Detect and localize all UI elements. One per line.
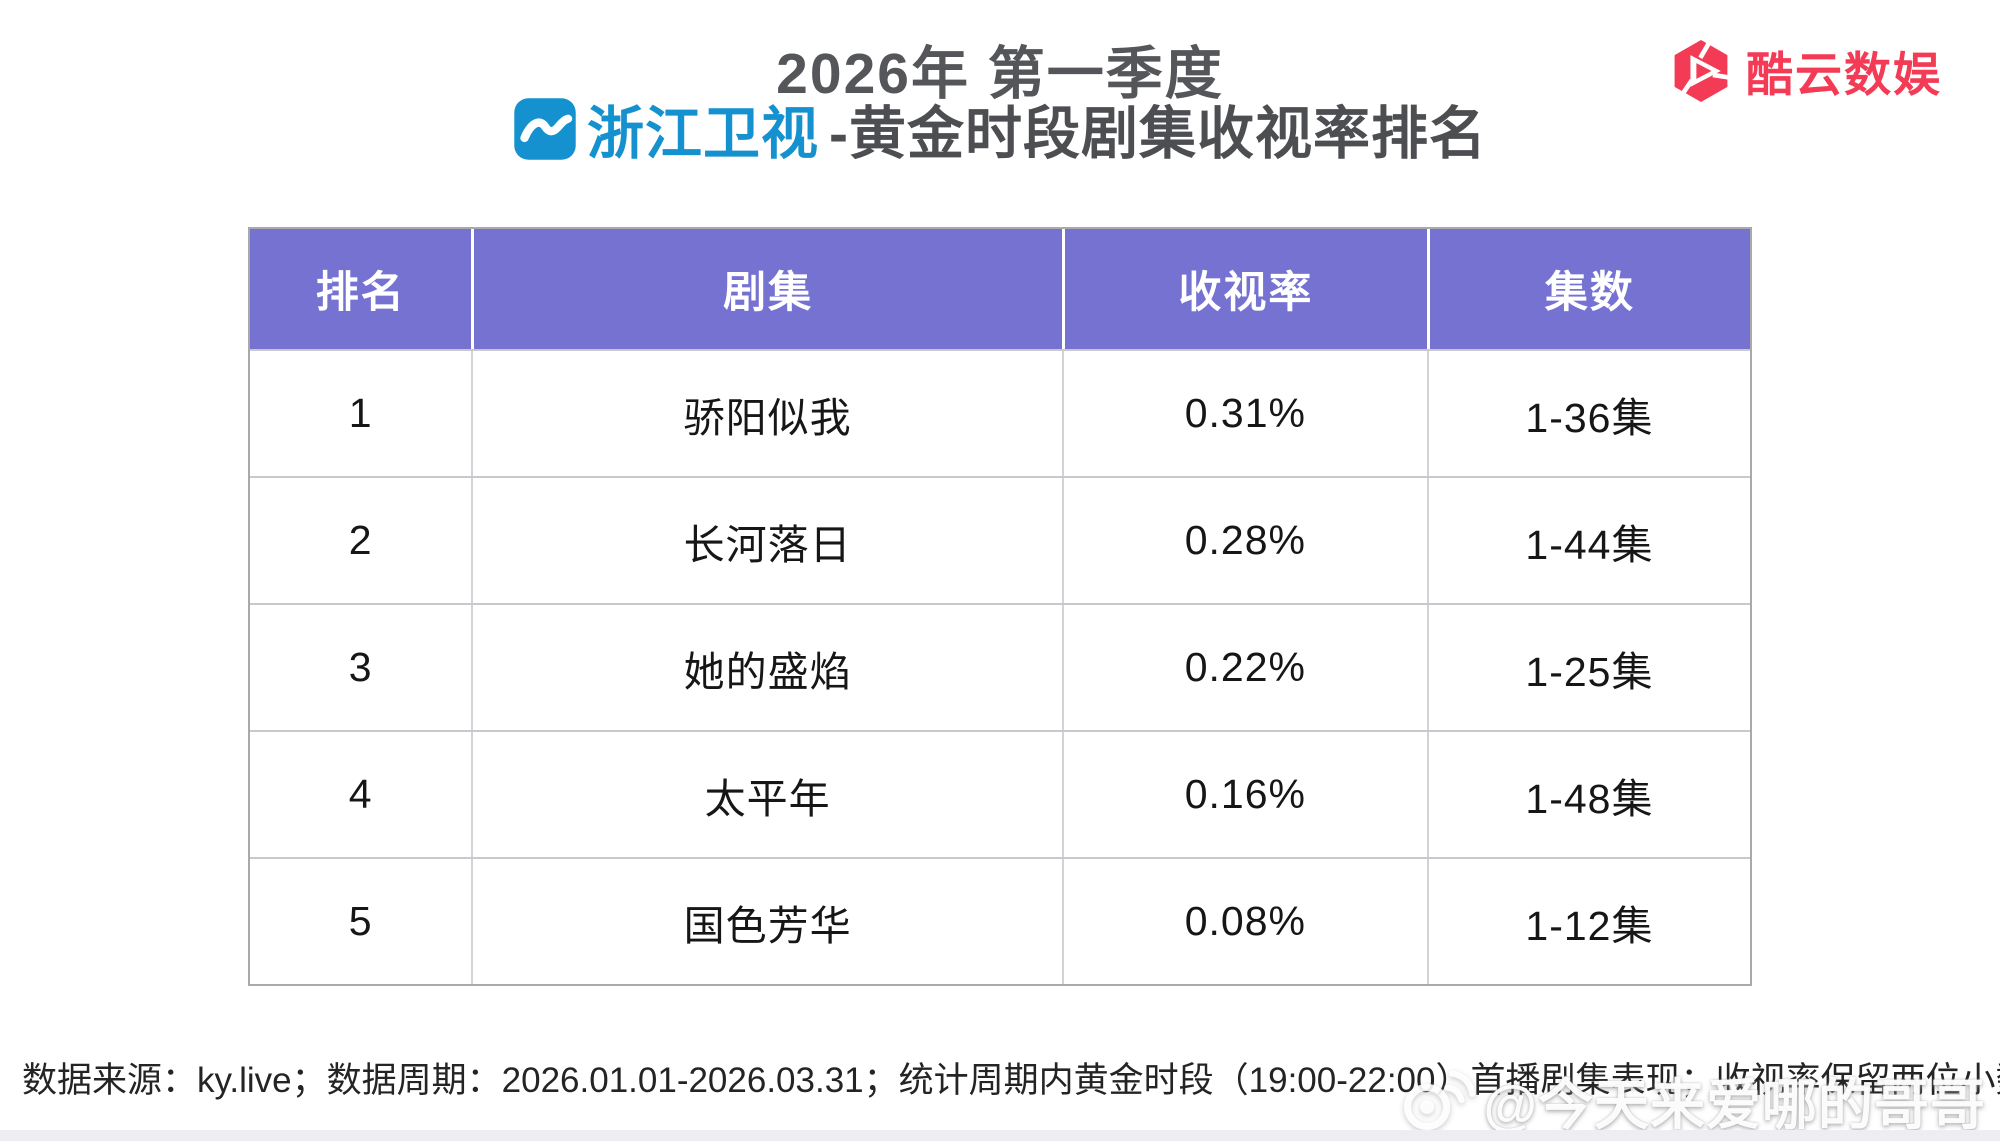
cell-rating: 0.28%	[1061, 478, 1427, 603]
cell-episodes: 1-48集	[1426, 732, 1750, 857]
cell-rating: 0.31%	[1061, 351, 1427, 476]
cell-episodes: 1-25集	[1426, 605, 1750, 730]
cell-rank: 4	[348, 771, 373, 817]
cell-episodes: 1-36集	[1426, 351, 1750, 476]
cell-rank: 5	[348, 898, 373, 944]
column-header-rating: 收视率	[1061, 229, 1427, 349]
column-header-rank: 排名	[315, 269, 406, 317]
column-header-episodes: 集数	[1426, 229, 1750, 349]
cell-rank: 1	[348, 390, 373, 436]
ratings-table: 排名 剧集 收视率 集数 1 骄阳似我 0.31% 1-36集 2 长河落日 0…	[248, 227, 1752, 986]
cell-episodes: 1-12集	[1426, 859, 1750, 984]
cell-drama: 长河落日	[471, 478, 1061, 603]
channel-name: 浙江卫视	[587, 102, 819, 166]
page-title-suffix: -黄金时段剧集收视率排名	[829, 102, 1487, 166]
kuyun-brand: 酷云数娱	[1666, 36, 1942, 105]
cell-rank: 2	[348, 517, 373, 563]
table-row: 2 长河落日 0.28% 1-44集	[250, 476, 1750, 603]
zhejiang-tv-logo-icon	[514, 98, 576, 160]
weibo-eye-icon	[1404, 1070, 1476, 1131]
cell-episodes: 1-44集	[1426, 478, 1750, 603]
brand-name: 酷云数娱	[1746, 48, 1942, 101]
bottom-edge-strip	[0, 1130, 2000, 1141]
cell-drama: 她的盛焰	[471, 605, 1061, 730]
table-row: 3 她的盛焰 0.22% 1-25集	[250, 603, 1750, 730]
watermark-username: @今天来爱哪的哥哥	[1483, 1074, 1986, 1136]
table-row: 5 国色芳华 0.08% 1-12集	[250, 857, 1750, 984]
column-header-drama: 剧集	[471, 229, 1061, 349]
table-row: 4 太平年 0.16% 1-48集	[250, 730, 1750, 857]
table-row: 1 骄阳似我 0.31% 1-36集	[250, 349, 1750, 476]
weibo-watermark: @今天来爱哪的哥哥	[1399, 1060, 1986, 1140]
cell-rating: 0.22%	[1061, 605, 1427, 730]
cell-rating: 0.16%	[1061, 732, 1427, 857]
cell-rating: 0.08%	[1061, 859, 1427, 984]
cell-rank: 3	[348, 644, 373, 690]
cell-drama: 太平年	[471, 732, 1061, 857]
page-title-line2: 浙江卫视 -黄金时段剧集收视率排名	[0, 88, 2000, 170]
cell-drama: 骄阳似我	[471, 351, 1061, 476]
data-source-disclaimer: 数据来源：ky.live；数据周期：2026.01.01-2026.03.31；…	[22, 1061, 2000, 1100]
cell-drama: 国色芳华	[471, 859, 1061, 984]
table-header-row: 排名 剧集 收视率 集数	[250, 229, 1750, 349]
kuyun-logo-icon	[1674, 39, 1731, 102]
page-title-line1: 2026年 第一季度	[776, 42, 1224, 106]
